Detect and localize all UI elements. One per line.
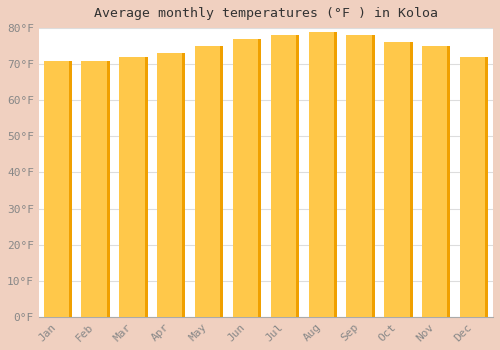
Bar <box>384 42 412 317</box>
Bar <box>422 46 450 317</box>
Bar <box>448 46 450 317</box>
Bar <box>44 61 72 317</box>
Bar <box>119 57 148 317</box>
Bar <box>308 32 337 317</box>
Bar <box>460 57 488 317</box>
Bar <box>107 61 110 317</box>
Bar <box>334 32 337 317</box>
Bar <box>144 57 148 317</box>
Bar <box>346 35 375 317</box>
Bar <box>69 61 72 317</box>
Bar <box>258 39 261 317</box>
Bar <box>410 42 412 317</box>
Bar <box>82 61 110 317</box>
Bar <box>182 53 186 317</box>
Bar <box>157 53 186 317</box>
Bar <box>372 35 375 317</box>
Bar <box>270 35 299 317</box>
Bar <box>220 46 224 317</box>
Title: Average monthly temperatures (°F ) in Koloa: Average monthly temperatures (°F ) in Ko… <box>94 7 438 20</box>
Bar <box>233 39 261 317</box>
Bar <box>486 57 488 317</box>
Bar <box>195 46 224 317</box>
Bar <box>296 35 299 317</box>
